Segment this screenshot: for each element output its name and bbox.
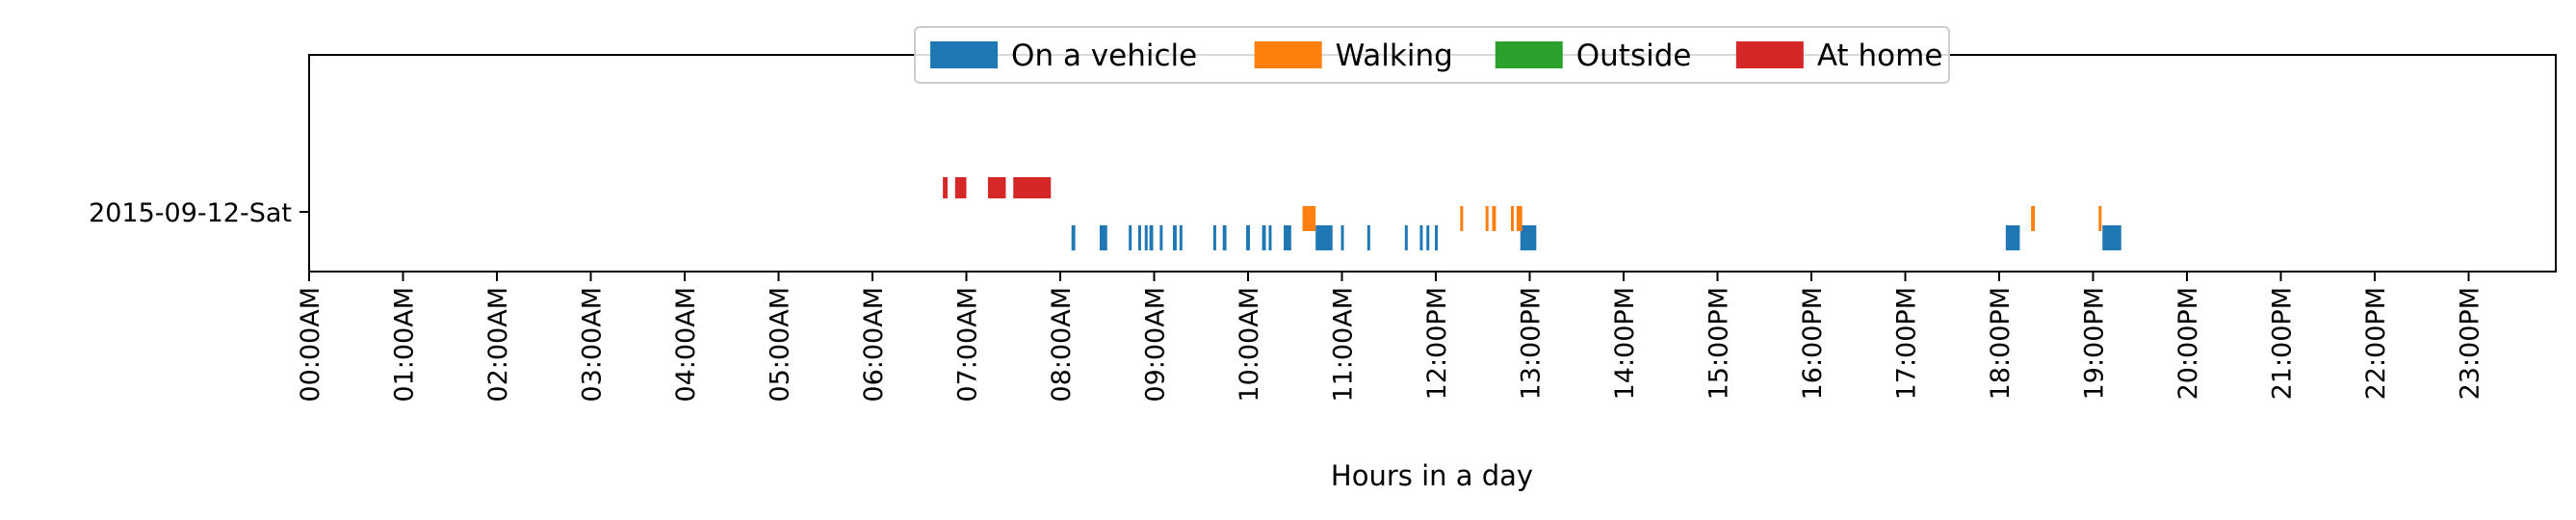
on-a-vehicle-bar — [1179, 225, 1183, 250]
on-a-vehicle-bar — [1149, 225, 1154, 250]
x-axis-title: Hours in a day — [1331, 459, 1533, 492]
x-tick-label: 10:00AM — [1235, 287, 1264, 403]
x-tick-label: 17:00PM — [1892, 287, 1922, 400]
at-home-bar — [954, 177, 967, 198]
x-tick-label: 02:00AM — [483, 287, 513, 403]
legend-swatch-on-a-vehicle — [930, 41, 999, 68]
on-a-vehicle-bar — [1144, 225, 1148, 250]
on-a-vehicle-bar — [1268, 225, 1272, 250]
on-a-vehicle-bar — [1262, 225, 1266, 250]
on-a-vehicle-bar — [2102, 225, 2121, 250]
on-a-vehicle-bar — [1159, 225, 1163, 250]
legend: On a vehicle Walking Outside At home — [914, 26, 1950, 84]
x-tick-label: 06:00AM — [859, 287, 889, 403]
on-a-vehicle-bar — [1315, 225, 1333, 250]
legend-swatch-outside — [1495, 41, 1563, 68]
x-tick-label: 04:00AM — [671, 287, 701, 403]
on-a-vehicle-bar — [1419, 225, 1423, 250]
on-a-vehicle-bar — [1520, 225, 1537, 250]
x-tick-label: 22:00PM — [2361, 287, 2391, 400]
x-tick-label: 16:00PM — [1798, 287, 1828, 400]
on-a-vehicle-bar — [1435, 225, 1439, 250]
legend-label-at-home: At home — [1817, 39, 1943, 73]
on-a-vehicle-bar — [1426, 225, 1430, 250]
legend-swatch-walking — [1254, 41, 1322, 68]
activity-bars — [943, 177, 2121, 250]
legend-box — [914, 26, 1950, 84]
walking-bar — [1302, 206, 1316, 231]
x-tick-label: 20:00PM — [2173, 287, 2203, 400]
walking-bar — [1492, 206, 1496, 231]
legend-label-walking: Walking — [1336, 39, 1453, 73]
x-tick-label: 15:00PM — [1704, 287, 1734, 400]
on-a-vehicle-bar — [1340, 225, 1344, 250]
y-tick-label: 2015-09-12-Sat — [89, 198, 292, 228]
on-a-vehicle-bar — [1404, 225, 1408, 250]
x-axis: 00:00AM 01:00AM 02:00AM 03:00AM 04:00AM 05:00… — [296, 272, 2485, 403]
on-a-vehicle-bar — [1246, 225, 1250, 250]
on-a-vehicle-bar — [1137, 225, 1141, 250]
legend-swatch-at-home — [1735, 41, 1804, 68]
walking-bar — [1511, 206, 1514, 231]
x-tick-label: 03:00AM — [578, 287, 608, 403]
x-tick-label: 09:00AM — [1141, 287, 1171, 403]
walking-bar — [2031, 206, 2036, 231]
legend-label-outside: Outside — [1576, 39, 1692, 73]
x-tick-label: 01:00AM — [390, 287, 420, 403]
walking-bar — [1460, 206, 1464, 231]
x-tick-label: 18:00PM — [1986, 287, 2016, 400]
x-tick-label: 14:00PM — [1610, 287, 1640, 400]
x-tick-label: 08:00AM — [1047, 287, 1077, 403]
on-a-vehicle-bar — [1222, 225, 1227, 250]
x-tick-label: 05:00AM — [766, 287, 795, 403]
on-a-vehicle-bar — [1284, 225, 1291, 250]
on-a-vehicle-bar — [1099, 225, 1107, 250]
walking-bar — [1516, 206, 1522, 231]
on-a-vehicle-bar — [1071, 225, 1076, 250]
walking-bar — [2098, 206, 2102, 231]
x-tick-label: 07:00AM — [953, 287, 983, 403]
on-a-vehicle-bar — [1129, 225, 1132, 250]
at-home-bar — [943, 177, 948, 198]
on-a-vehicle-bar — [1173, 225, 1177, 250]
x-tick-label: 13:00PM — [1517, 287, 1547, 400]
x-tick-label: 21:00PM — [2268, 287, 2298, 400]
at-home-bar — [987, 177, 1006, 198]
x-tick-label: 11:00AM — [1329, 287, 1359, 403]
on-a-vehicle-bar — [1366, 225, 1370, 250]
x-tick-label: 00:00AM — [296, 287, 325, 403]
on-a-vehicle-bar — [1212, 225, 1216, 250]
on-a-vehicle-bar — [2005, 225, 2020, 250]
walking-bar — [1485, 206, 1489, 231]
y-axis: 2015-09-12-Sat — [89, 198, 309, 228]
legend-label-on-a-vehicle: On a vehicle — [1011, 39, 1197, 73]
x-tick-label: 12:00PM — [1422, 287, 1452, 400]
x-tick-label: 19:00PM — [2080, 287, 2110, 400]
at-home-bar — [1013, 177, 1052, 198]
x-tick-label: 23:00PM — [2456, 287, 2485, 400]
